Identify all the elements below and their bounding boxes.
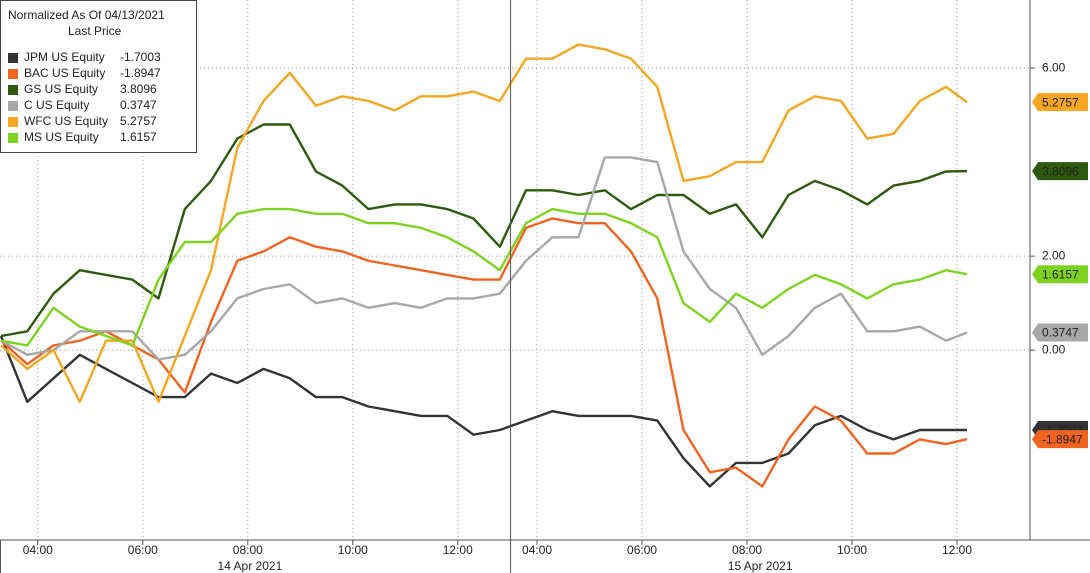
series-line: [0, 217, 968, 488]
last-value-label: 5.2757: [1042, 95, 1079, 109]
legend-name: GS US Equity: [24, 82, 98, 96]
y-tick-label: 6.00: [1042, 60, 1066, 74]
series-line: [0, 43, 968, 403]
legend-value: 3.8096: [120, 82, 157, 96]
series-line: [0, 123, 968, 338]
legend-name: C US Equity: [24, 98, 89, 112]
legend-box: [0, 0, 197, 153]
legend-subtitle: Last Price: [68, 24, 122, 38]
legend-swatch: [8, 53, 18, 63]
x-tick-label: 12:00: [942, 543, 972, 557]
legend-swatch: [8, 117, 18, 127]
x-tick-label: 04:00: [522, 543, 552, 557]
legend-swatch: [8, 133, 18, 143]
last-value-box: [1032, 323, 1088, 342]
x-tick-label: 10:00: [837, 543, 867, 557]
last-value-box: [1032, 93, 1088, 112]
last-value-label: 0.3747: [1042, 326, 1079, 340]
legend-value: 0.3747: [120, 98, 157, 112]
legend-value: 1.6157: [120, 130, 157, 144]
legend-name: JPM US Equity: [24, 50, 105, 64]
y-tick-label: 0.00: [1042, 342, 1066, 356]
legend-swatch: [8, 85, 18, 95]
legend-value: -1.8947: [120, 66, 161, 80]
legend-title: Normalized As Of 04/13/2021: [8, 8, 165, 22]
x-tick-label: 06:00: [627, 543, 657, 557]
x-tick-label: 10:00: [338, 543, 368, 557]
series-line: [0, 207, 968, 347]
last-value-label: 3.8096: [1042, 164, 1079, 178]
last-value-label: 1.6157: [1042, 267, 1079, 281]
plot: [0, 43, 968, 488]
last-value-label: -1.8947: [1042, 432, 1083, 446]
x-tick-label: 08:00: [732, 543, 762, 557]
x-tick-label: 06:00: [128, 543, 158, 557]
legend-name: BAC US Equity: [24, 66, 105, 80]
last-value-box: [1032, 162, 1088, 181]
legend-value: -1.7003: [120, 50, 161, 64]
last-value-box: [1032, 430, 1088, 449]
series-line: [0, 156, 968, 361]
legend: Normalized As Of 04/13/2021 Last Price J…: [0, 0, 197, 153]
day-label: 14 Apr 2021: [218, 559, 283, 573]
y-tick-label: 2.00: [1042, 248, 1066, 262]
legend-value: 5.2757: [120, 114, 157, 128]
day-label: 15 Apr 2021: [728, 559, 793, 573]
x-tick-label: 08:00: [233, 543, 263, 557]
last-value-box: [1032, 265, 1088, 284]
series-line: [0, 335, 967, 488]
x-tick-label: 12:00: [443, 543, 473, 557]
legend-swatch: [8, 101, 18, 111]
legend-name: WFC US Equity: [24, 114, 108, 128]
legend-swatch: [8, 69, 18, 79]
legend-name: MS US Equity: [24, 130, 99, 144]
x-tick-label: 04:00: [23, 543, 53, 557]
